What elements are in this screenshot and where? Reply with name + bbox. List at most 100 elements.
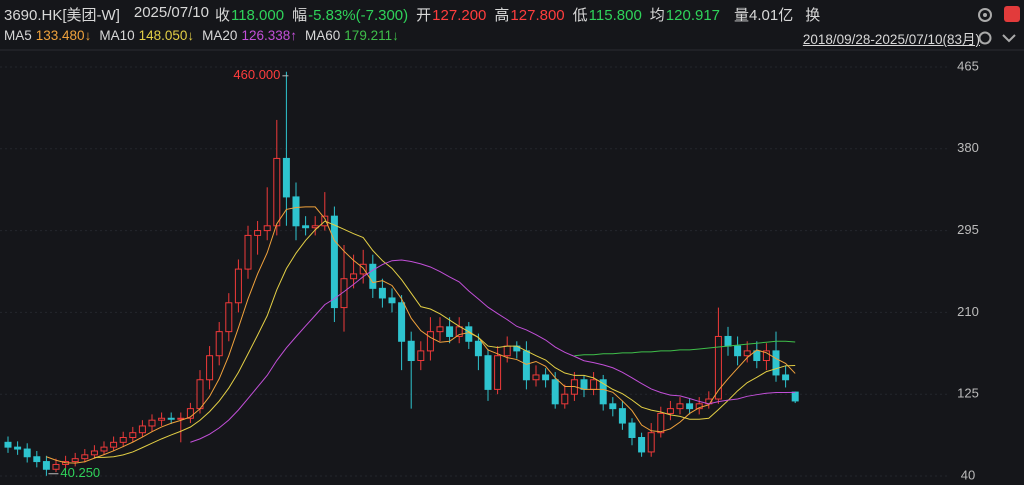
dropdown-icon[interactable]: [1002, 34, 1016, 43]
y-tick-label: 40: [961, 467, 975, 482]
field-label: 开: [416, 7, 432, 24]
candle-body: [484, 355, 492, 390]
field-value: 118.000: [230, 7, 285, 24]
field-label: 低: [572, 7, 588, 24]
candle-body: [110, 441, 118, 448]
legend-name: MA60: [305, 28, 341, 43]
candle-body: [398, 302, 406, 342]
settings-icon[interactable]: [978, 31, 992, 45]
candle-body: [734, 345, 742, 357]
badge-icon[interactable]: [1004, 6, 1020, 22]
date: 2025/07/10: [133, 4, 209, 21]
field-value: 120.917: [665, 7, 721, 24]
candle-body: [446, 326, 454, 337]
y-tick-label: 295: [957, 222, 979, 237]
candle-body: [494, 355, 502, 390]
quote-row: 3690.HK[美团-W] 2025/07/10 收118.000 幅-5.83%…: [4, 4, 826, 26]
candle-body: [647, 432, 655, 453]
legend-value: 179.211↓: [344, 28, 399, 43]
quote-fields: 收118.000 幅-5.83%(-7.300) 开127.200 高127.800 低…: [215, 4, 728, 26]
candle-body: [551, 379, 559, 405]
candle-body: [177, 417, 185, 420]
candle-body: [676, 403, 684, 410]
candle-body: [206, 355, 214, 381]
y-tick-label: 465: [957, 58, 979, 73]
candle-body: [23, 448, 31, 458]
candle-body: [743, 350, 751, 357]
period-range[interactable]: 2018/09/28-2025/07/10(83月): [802, 32, 980, 47]
candle-body: [42, 461, 50, 470]
candle-body: [426, 331, 434, 352]
candle-body: [81, 454, 89, 460]
y-tick-label: 210: [957, 304, 979, 319]
field-value: 127.200: [432, 7, 487, 24]
candle-body: [148, 419, 156, 427]
ma-legend: MA5 133.480↓ MA10 148.050↓ MA20 126.338↑ MA60 1…: [4, 28, 407, 48]
candle-body: [215, 331, 223, 357]
candle-body: [234, 268, 242, 304]
candle-body: [695, 403, 703, 410]
candle-body: [14, 446, 22, 450]
candle-body: [618, 408, 626, 424]
ma-line: [94, 220, 796, 458]
candle-body: [71, 458, 79, 463]
legend-name: MA5: [4, 28, 32, 43]
field-value: -5.83%(-7.300): [308, 7, 409, 24]
ma-line: [46, 206, 796, 464]
candle-body: [762, 350, 770, 362]
candle-body: [666, 408, 674, 414]
ma-line: [190, 259, 796, 443]
candle-body: [532, 374, 540, 381]
symbol: 3690.HK[美团-W]: [4, 7, 120, 24]
candle-body: [129, 432, 137, 439]
candle-body: [474, 340, 482, 357]
candle-body: [100, 446, 108, 452]
candle-body: [753, 350, 761, 362]
candle-body: [599, 379, 607, 405]
candle-body: [90, 450, 98, 456]
candle-body: [791, 391, 799, 402]
y-tick-label: 125: [957, 386, 979, 401]
field-label: 高: [494, 7, 510, 24]
ma-line: [574, 340, 796, 357]
legend-name: MA10: [99, 28, 135, 43]
candle-body: [417, 350, 425, 362]
candle-body: [244, 234, 252, 270]
field-label: 收: [214, 7, 230, 24]
candle-body: [282, 157, 290, 198]
candle-body: [724, 335, 732, 347]
candle-body: [4, 441, 12, 448]
candle-body: [407, 340, 415, 362]
y-tick-label: 380: [957, 140, 979, 155]
candle-body: [340, 278, 348, 309]
candle-body: [503, 345, 511, 357]
field-label: 均: [649, 7, 665, 24]
settings-icon[interactable]: [978, 8, 992, 22]
candle-body: [225, 302, 233, 333]
turnover: 换: [805, 7, 821, 24]
candle-body: [33, 456, 41, 463]
candle-body: [52, 463, 60, 470]
field-label: 幅: [292, 7, 308, 24]
candle-body: [686, 403, 694, 410]
candle-body: [167, 417, 175, 420]
candle-body: [657, 412, 665, 434]
candle-body: [522, 350, 530, 381]
candle-body: [273, 157, 281, 227]
candle-body: [388, 297, 396, 304]
candle-body: [714, 335, 722, 400]
candle-body: [580, 379, 588, 390]
candle-body: [350, 273, 358, 280]
field-value: 127.800: [510, 7, 565, 24]
candle-body: [436, 326, 444, 333]
candle-body: [628, 422, 636, 439]
candle-body: [138, 425, 146, 434]
candle-body: [561, 393, 569, 405]
candle-body: [609, 403, 617, 410]
candle-body: [302, 225, 310, 229]
volume: 量4.01亿: [734, 7, 794, 24]
legend-value: 148.050↓: [138, 28, 195, 43]
field-value: 115.800: [588, 7, 642, 24]
